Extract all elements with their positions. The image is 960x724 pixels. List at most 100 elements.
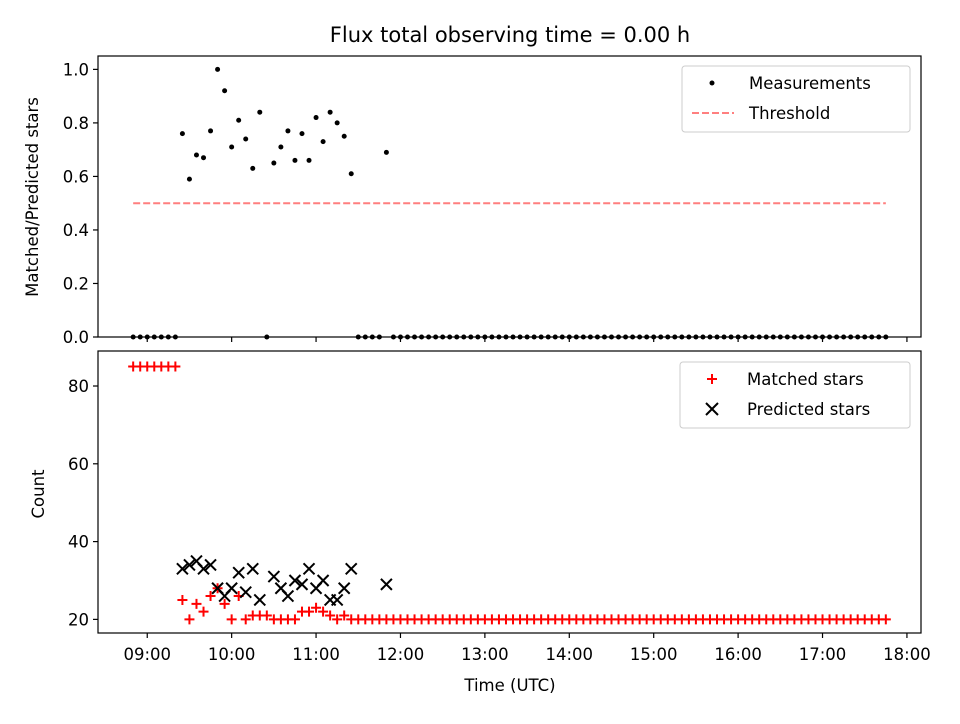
matched-star-point xyxy=(289,614,300,625)
measurement-point xyxy=(179,131,185,137)
matched-star-point xyxy=(177,594,188,605)
measurement-point xyxy=(278,144,284,150)
x-tick-label: 09:00 xyxy=(123,645,171,664)
measurement-point xyxy=(292,157,298,163)
top-y-tick-label: 0.0 xyxy=(63,328,89,347)
predicted-star-point xyxy=(246,562,259,576)
predicted-star-point xyxy=(183,558,196,572)
measurement-point xyxy=(257,109,263,115)
measurement-point xyxy=(334,120,340,126)
measurement-point xyxy=(306,157,312,163)
x-axis-label: Time (UTC) xyxy=(463,676,555,695)
bottom-axes-frame xyxy=(97,350,922,634)
x-tick-label: 18:00 xyxy=(883,645,931,664)
predicted-star-point xyxy=(302,562,316,576)
x-tick-label: 14:00 xyxy=(546,645,594,664)
measurement-point xyxy=(208,128,214,134)
predicted-star-point xyxy=(225,582,238,595)
matched-star-point xyxy=(226,614,237,625)
predicted-star-point xyxy=(316,574,330,587)
predicted-star-point xyxy=(176,562,189,576)
matched-star-point xyxy=(311,602,322,613)
measurement-point xyxy=(271,160,277,166)
predicted-star-point xyxy=(337,582,351,595)
matched-star-point xyxy=(332,614,343,625)
measurement-point xyxy=(348,171,354,177)
x-tick-label: 13:00 xyxy=(461,645,509,664)
predicted-star-point xyxy=(239,585,252,599)
legend-matched-marker xyxy=(707,374,717,384)
bottom-y-axis-label: Count xyxy=(29,469,48,519)
top-y-tick-label: 0.6 xyxy=(63,167,89,186)
predicted-star-point xyxy=(204,558,217,572)
predicted-star-point xyxy=(253,593,266,607)
matched-star-point xyxy=(240,614,251,625)
bottom-y-tick-label: 60 xyxy=(68,455,89,474)
measurement-point xyxy=(236,117,242,123)
predicted-star-point xyxy=(197,562,210,576)
matched-star-point xyxy=(191,598,202,609)
predicted-star-point xyxy=(281,589,295,603)
bottom-legend-box xyxy=(679,361,911,429)
matched-star-point xyxy=(880,614,891,625)
measurement-point xyxy=(250,165,256,171)
measurement-point xyxy=(327,109,333,115)
measurement-point xyxy=(299,131,305,137)
matched-star-point xyxy=(339,610,350,621)
x-tick-label: 15:00 xyxy=(630,645,678,664)
top-y-tick-label: 0.2 xyxy=(63,274,89,293)
matched-star-point xyxy=(170,361,181,372)
matched-star-point xyxy=(184,614,195,625)
legend-predicted-marker xyxy=(705,402,719,416)
x-tick-label: 16:00 xyxy=(714,645,762,664)
bottom-panel: 20 40 60 80 09:00 10:00 11:00 12:00 13:00 14:00 15… xyxy=(68,350,931,664)
matched-star-point xyxy=(261,610,272,621)
matched-star-point xyxy=(219,598,230,609)
top-legend: Measurements Threshold xyxy=(681,65,911,133)
top-y-tick-label: 0.4 xyxy=(63,221,89,240)
x-tick-label: 10:00 xyxy=(208,645,256,664)
legend-measurements-label: Measurements xyxy=(749,74,871,93)
matched-star-point xyxy=(198,606,209,617)
matched-star-point xyxy=(304,606,315,617)
top-y-axis-label: Matched/Predicted stars xyxy=(23,97,42,297)
x-tick-label: 12:00 xyxy=(377,645,425,664)
measurement-point xyxy=(313,115,319,121)
predicted-star-point xyxy=(267,570,281,583)
matched-star-point xyxy=(325,610,336,621)
measurement-point xyxy=(243,136,249,142)
measurement-point xyxy=(201,155,207,161)
measurement-point xyxy=(229,144,235,150)
top-panel: 0.0 0.2 0.4 0.6 0.8 1.0 xyxy=(63,55,922,347)
predicted-star-point xyxy=(288,574,302,587)
measurement-point xyxy=(215,66,221,72)
measurement-point xyxy=(383,149,389,155)
bottom-y-tick-label: 40 xyxy=(68,533,89,552)
legend-matched-label: Matched stars xyxy=(747,370,864,389)
matched-star-point xyxy=(318,606,329,617)
bottom-legend: Matched stars Predicted stars xyxy=(679,361,911,429)
predicted-star-point xyxy=(295,578,309,591)
legend-measurements-marker xyxy=(709,80,715,86)
measurement-point xyxy=(193,152,199,158)
predicted-star-point xyxy=(380,578,393,591)
top-legend-box xyxy=(681,65,911,133)
x-tick-label: 11:00 xyxy=(292,645,340,664)
predicted-star-point xyxy=(345,562,358,576)
measurement-point xyxy=(341,133,347,139)
measurement-point xyxy=(320,139,326,145)
matched-star-point xyxy=(205,591,216,602)
chart-title: Flux total observing time = 0.00 h xyxy=(330,23,690,47)
bottom-y-tick-label: 20 xyxy=(68,610,89,629)
predicted-star-point xyxy=(330,593,344,607)
measurement-point xyxy=(285,128,291,134)
top-y-tick-label: 0.8 xyxy=(63,114,89,133)
bottom-y-tick-label: 80 xyxy=(68,377,89,396)
top-axes-frame xyxy=(97,55,922,338)
x-tick-label: 17:00 xyxy=(799,645,847,664)
measurement-point xyxy=(186,176,192,182)
legend-threshold-label: Threshold xyxy=(748,104,830,123)
measurement-point xyxy=(222,88,228,94)
top-y-tick-label: 1.0 xyxy=(63,60,89,79)
